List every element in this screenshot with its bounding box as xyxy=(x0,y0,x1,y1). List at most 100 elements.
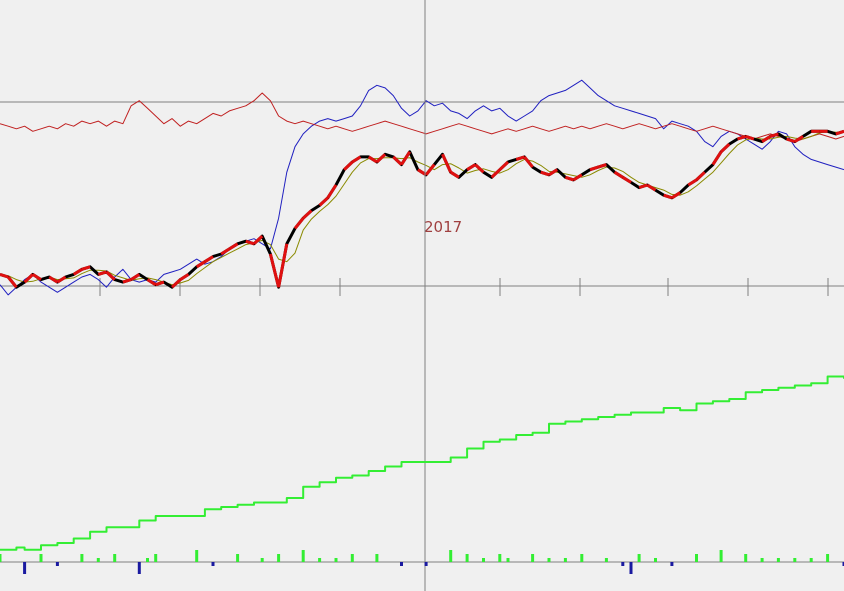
price-highlight-segment xyxy=(343,160,354,171)
price-highlight-segment xyxy=(449,170,460,179)
price-highlight-segment xyxy=(793,135,804,143)
price-highlight-segment xyxy=(638,183,648,190)
equity-bar-negative xyxy=(629,562,633,574)
price-axis-ticks xyxy=(99,278,829,296)
equity-bar-negative xyxy=(400,562,403,566)
equity-bar-positive xyxy=(260,558,264,562)
price-highlight-segment xyxy=(441,153,453,173)
price-highlight-segment xyxy=(81,265,91,271)
equity-bar-positive xyxy=(563,558,567,562)
equity-bar-positive xyxy=(547,558,551,562)
equity-bar-positive xyxy=(793,558,797,562)
price-highlight-segment xyxy=(130,273,141,281)
price-highlight-segment xyxy=(761,135,772,143)
price-series-group xyxy=(0,79,844,296)
price-highlight-segment xyxy=(204,255,214,263)
price-highlight-segment xyxy=(367,155,378,164)
price-highlight-segment xyxy=(228,242,239,251)
equity-bar-positive xyxy=(113,554,117,562)
price-highlight-segment xyxy=(597,163,607,169)
price-highlight-segment xyxy=(375,153,387,164)
price-highlight-segment xyxy=(179,273,190,281)
equity-bar-negative xyxy=(424,562,428,566)
price-highlight-segment xyxy=(663,193,673,200)
price-highlight-segment xyxy=(466,163,477,171)
equity-bar-positive xyxy=(318,558,322,562)
price-ma-line xyxy=(0,130,844,286)
equity-bar-positive xyxy=(776,558,780,562)
price-highlight-segment xyxy=(7,276,18,289)
price-highlight-segment xyxy=(498,160,510,171)
price-highlight-segment xyxy=(326,184,338,199)
equity-bar-positive xyxy=(654,558,657,562)
price-highlight-segment xyxy=(424,163,436,176)
price-highlight-segment xyxy=(23,273,34,284)
equity-bar-positive xyxy=(809,558,813,562)
price-highlight-segment xyxy=(835,129,844,136)
price-highlight-segment xyxy=(171,278,182,289)
price-highlight-segment xyxy=(318,196,329,207)
equity-bars-group xyxy=(0,550,844,574)
equity-bar-positive xyxy=(531,554,535,562)
price-highlight-segment xyxy=(720,143,731,153)
equity-bar-positive xyxy=(154,554,158,562)
price-highlight-segment xyxy=(302,209,313,220)
equity-bar-negative xyxy=(55,562,59,566)
equity-bar-positive xyxy=(236,554,240,562)
equity-bar-positive xyxy=(637,554,641,562)
price-highlight-segment xyxy=(195,260,206,269)
equity-bar-positive xyxy=(604,558,608,562)
equity-bar-positive xyxy=(760,558,764,562)
equity-bar-positive xyxy=(498,554,502,562)
price-highlight-segment xyxy=(613,170,624,179)
equity-bar-positive xyxy=(375,554,379,562)
price-highlight-segment xyxy=(97,270,107,276)
equity-bar-negative xyxy=(137,562,141,574)
price-highlight-segment xyxy=(48,275,59,284)
equity-bar-positive xyxy=(744,554,748,562)
price-highlight-segment xyxy=(646,183,657,192)
price-highlight-segment xyxy=(277,243,289,288)
price-highlight-segment xyxy=(745,134,755,141)
price-highlight-segment xyxy=(220,247,231,256)
price-highlight-segment xyxy=(564,175,575,182)
price-highlight-segment xyxy=(155,280,165,287)
equity-bar-positive xyxy=(96,558,100,562)
price-highlight-segment xyxy=(622,176,632,184)
price-highlight-segment xyxy=(490,168,501,179)
equity-bar-negative xyxy=(211,562,215,566)
price-highlight-segment xyxy=(523,155,534,169)
equity-line xyxy=(0,375,844,551)
price-highlight-segment xyxy=(105,270,116,281)
equity-bar-positive xyxy=(195,550,199,562)
price-highlight-segment xyxy=(474,163,485,174)
price-highlight-segment xyxy=(737,134,747,141)
equity-bar-positive xyxy=(506,558,510,562)
price-highlight-segment xyxy=(786,137,796,144)
year-label-2017: 2017 xyxy=(424,218,462,236)
price-highlight-segment xyxy=(122,278,132,284)
price-highlight-segment xyxy=(351,155,362,164)
price-highlight-segment xyxy=(769,132,779,138)
equity-bar-positive xyxy=(277,554,281,562)
equity-bar-positive xyxy=(695,554,698,562)
equity-series-group xyxy=(0,375,844,551)
price-highlight-segment xyxy=(548,168,558,177)
equity-bar-positive xyxy=(449,550,453,562)
price-highlight-segment xyxy=(245,239,255,246)
price-line xyxy=(0,129,844,289)
indicator-red-line xyxy=(0,92,844,143)
price-highlight-segment xyxy=(0,272,9,279)
equity-bar-positive xyxy=(826,554,830,562)
equity-bar-negative xyxy=(23,562,27,574)
equity-bar-positive xyxy=(39,554,43,562)
price-highlight-segment xyxy=(540,170,550,177)
price-highlight-segment xyxy=(711,150,723,166)
price-highlight-segment xyxy=(72,268,83,276)
price-highlight-segment xyxy=(31,273,42,281)
price-highlight-segment xyxy=(687,178,698,187)
price-highlight-segment xyxy=(293,217,305,230)
equity-bar-positive xyxy=(719,550,723,562)
equity-bar-positive xyxy=(465,554,469,562)
